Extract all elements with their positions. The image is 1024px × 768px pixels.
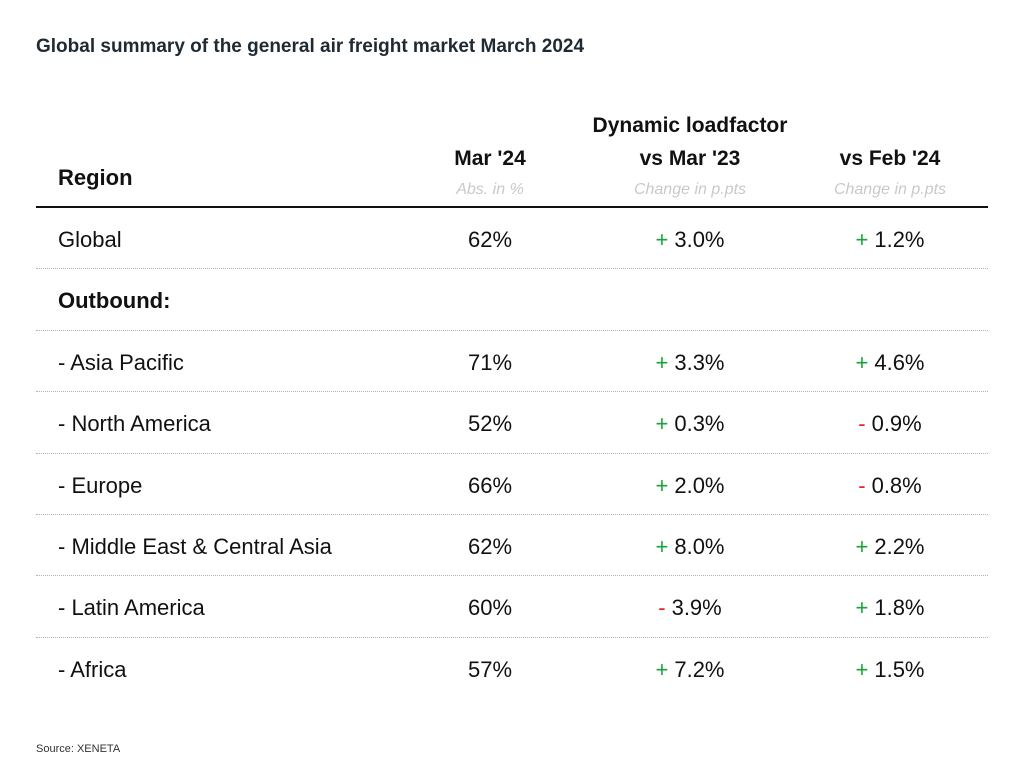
data-cell-col-3: -0.8% <box>800 454 980 517</box>
data-cell-col-2: +7.2% <box>600 638 780 701</box>
data-cell-col-1: 57% <box>420 638 560 701</box>
value-text: 2.2% <box>874 534 925 559</box>
value-text: 7.2% <box>674 656 725 682</box>
value-text: 0.3% <box>674 411 725 437</box>
data-cell-col-1: 71% <box>420 331 560 394</box>
value-text: 62% <box>467 227 513 252</box>
data-cell-col-1: 66% <box>420 454 560 517</box>
value-text: 0.8% <box>871 472 922 498</box>
row-label: - Latin America <box>58 595 205 621</box>
table-row: - Asia Pacific 71% +3.3% +4.6% <box>36 331 988 394</box>
column-header-vs-mar-23: vs Mar '23 <box>639 147 741 170</box>
data-cell-col-2: +0.3% <box>600 392 780 455</box>
column-sublabel-vs-feb-24: Change in p.pts <box>833 181 947 198</box>
value-text: 71% <box>467 349 513 375</box>
table-row: - Africa 57% +7.2% +1.5% <box>36 638 988 699</box>
chart-title: Global summary of the general air freigh… <box>36 36 585 57</box>
data-cell-col-2: -3.9% <box>600 576 780 639</box>
data-cell-col-2: +8.0% <box>600 515 780 578</box>
negative-sign: - <box>658 595 666 621</box>
data-cell-col-1: 62% <box>420 515 560 578</box>
negative-sign: - <box>858 472 866 498</box>
data-cell-col-2: +3.3% <box>600 331 780 394</box>
data-cell-col-2: +2.0% <box>600 454 780 517</box>
positive-sign: + <box>855 349 869 375</box>
value-text: 3.9% <box>671 595 722 621</box>
region-column-header: Region <box>58 165 133 190</box>
value-text: 8.0% <box>674 534 725 559</box>
positive-sign: + <box>855 227 869 252</box>
data-cell-col-3: +1.8% <box>800 576 980 639</box>
data-cell-col-1: 60% <box>420 576 560 639</box>
data-cell-col-1: 62% <box>420 208 560 271</box>
group-header-dynamic-loadfactor: Dynamic loadfactor <box>592 114 788 137</box>
data-cell-col-3: +4.6% <box>800 331 980 394</box>
value-text: 0.9% <box>871 411 922 437</box>
row-label: - Asia Pacific <box>58 349 184 375</box>
value-text: 57% <box>467 656 513 682</box>
positive-sign: + <box>655 656 669 682</box>
row-label: Global <box>58 227 122 252</box>
data-cell-col-2: +3.0% <box>600 208 780 271</box>
data-cell-col-3: +1.5% <box>800 638 980 701</box>
table-row: - Middle East & Central Asia 62% +8.0% +2.2… <box>36 515 988 578</box>
row-label: - Africa <box>58 656 127 682</box>
positive-sign: + <box>655 227 669 252</box>
positive-sign: + <box>855 656 869 682</box>
table-row: Global 62% +3.0% +1.2% <box>36 208 988 271</box>
positive-sign: + <box>655 349 669 375</box>
value-text: 4.6% <box>874 349 925 375</box>
column-sublabel-vs-mar-23: Change in p.pts <box>633 181 747 198</box>
column-sublabel-mar-24: Abs. in % <box>456 181 524 198</box>
value-text: 1.5% <box>874 656 925 682</box>
row-label: - North America <box>58 411 211 437</box>
row-label: - Middle East & Central Asia <box>58 534 332 559</box>
header-rule <box>36 206 988 208</box>
table-row: - Latin America 60% -3.9% +1.8% <box>36 576 988 639</box>
column-header-vs-feb-24: vs Feb '24 <box>839 147 941 170</box>
value-text: 3.0% <box>674 227 725 252</box>
data-cell-col-3: +2.2% <box>800 515 980 578</box>
positive-sign: + <box>655 472 669 498</box>
value-text: 2.0% <box>674 472 725 498</box>
row-label: Outbound: <box>58 288 171 314</box>
negative-sign: - <box>858 411 866 437</box>
positive-sign: + <box>855 595 869 621</box>
value-text: 1.2% <box>874 227 925 252</box>
positive-sign: + <box>655 411 669 437</box>
table-row: - North America 52% +0.3% -0.9% <box>36 392 988 455</box>
data-cell-col-1: 52% <box>420 392 560 455</box>
value-text: 1.8% <box>874 595 925 621</box>
data-cell-col-3: +1.2% <box>800 208 980 271</box>
row-label: - Europe <box>58 472 143 498</box>
value-text: 3.3% <box>674 349 725 375</box>
value-text: 62% <box>467 534 513 559</box>
positive-sign: + <box>655 534 669 559</box>
value-text: 60% <box>467 595 513 621</box>
column-header-mar-24: Mar '24 <box>454 147 526 170</box>
table-row: Outbound: <box>36 269 988 331</box>
value-text: 52% <box>467 411 513 437</box>
positive-sign: + <box>855 534 869 559</box>
table-row: - Europe 66% +2.0% -0.8% <box>36 454 988 515</box>
source-note: Source: XENETA <box>36 743 121 755</box>
value-text: 66% <box>467 472 513 498</box>
data-cell-col-3: -0.9% <box>800 392 980 455</box>
